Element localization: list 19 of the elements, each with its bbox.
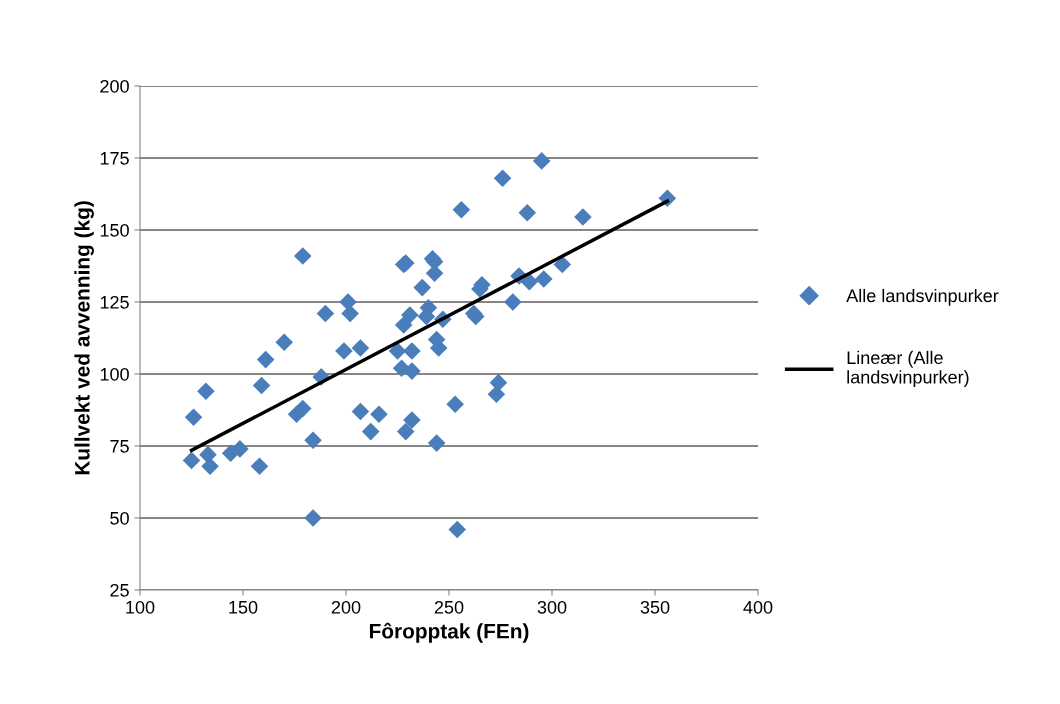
x-tick-label: 200 bbox=[331, 600, 361, 614]
y-tick-label: 125 bbox=[100, 295, 129, 309]
y-tick-label: 200 bbox=[100, 79, 129, 93]
x-tick-label: 350 bbox=[640, 600, 670, 614]
x-tick-label: 400 bbox=[743, 600, 773, 614]
y-tick-label: 25 bbox=[110, 583, 129, 597]
y-tick-label: 100 bbox=[100, 367, 129, 381]
y-tick-label: 75 bbox=[110, 440, 129, 453]
x-axis-title: Fôropptak (FEn) bbox=[369, 622, 529, 643]
y-axis-title: Kullvekt ved avvenning (kg) bbox=[74, 201, 94, 475]
legend-label: Alle landsvinpurker bbox=[846, 288, 999, 306]
y-tick-label: 175 bbox=[100, 152, 129, 165]
legend-label: Lineær (Alle landsvinpurker) bbox=[847, 350, 969, 388]
x-tick-label: 300 bbox=[537, 600, 567, 614]
y-tick-label: 50 bbox=[110, 511, 129, 525]
x-tick-label: 250 bbox=[434, 600, 464, 614]
y-tick-label: 150 bbox=[100, 223, 129, 237]
x-tick-label: 100 bbox=[126, 600, 155, 614]
x-tick-label: 150 bbox=[229, 600, 258, 614]
